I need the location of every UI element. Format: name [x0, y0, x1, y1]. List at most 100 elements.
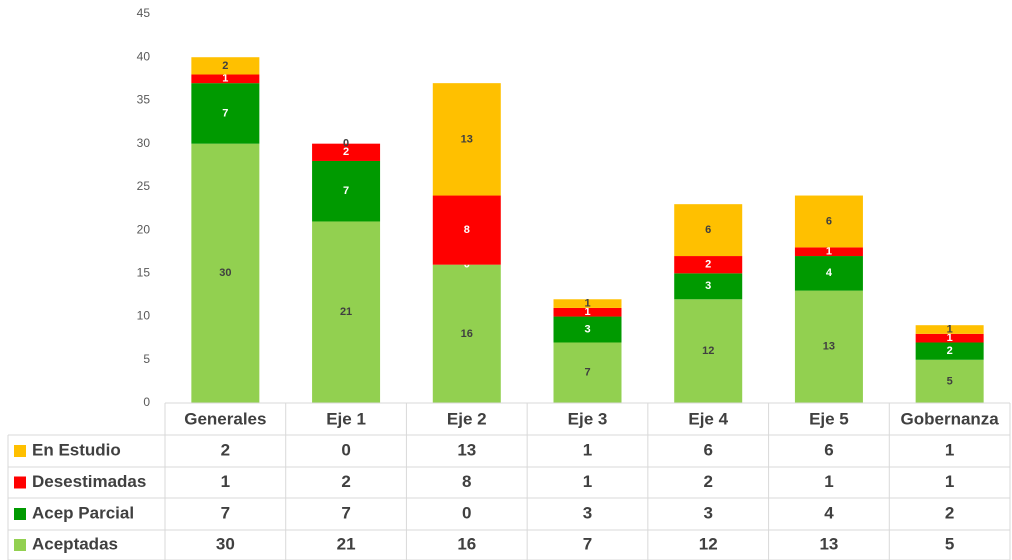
- y-tick-label: 10: [137, 309, 151, 323]
- legend-label: Desestimadas: [32, 472, 146, 491]
- y-tick-label: 15: [137, 266, 151, 280]
- table-cell: 6: [703, 440, 712, 459]
- bar-segment: [191, 57, 260, 75]
- table-cell: 1: [583, 440, 592, 459]
- bar-segment: [674, 273, 743, 300]
- data-label: 13: [823, 341, 835, 353]
- x-tick-label: Generales: [184, 409, 266, 428]
- table-cell: 30: [216, 534, 235, 553]
- bar-segment: [794, 247, 863, 257]
- data-label: 2: [705, 259, 711, 271]
- table-cell: 7: [583, 534, 592, 553]
- bar-segment: [432, 83, 501, 196]
- data-label: 2: [947, 345, 953, 357]
- table-cell: 2: [341, 472, 350, 491]
- bar-segment: [191, 143, 260, 403]
- table-cell: 3: [583, 503, 592, 522]
- x-tick-label: Eje 4: [688, 409, 728, 428]
- table-cell: 6: [824, 440, 833, 459]
- bar-segment: [794, 256, 863, 291]
- table-cell: 21: [337, 534, 356, 553]
- legend-label: Acep Parcial: [32, 503, 134, 522]
- table-cell: 2: [945, 503, 954, 522]
- data-label: 7: [222, 107, 228, 119]
- table-cell: 16: [457, 534, 476, 553]
- bar-segment: [794, 290, 863, 403]
- table-cell: 7: [341, 503, 350, 522]
- data-label: 3: [705, 280, 711, 292]
- y-tick-label: 30: [137, 136, 151, 150]
- table-cell: 2: [221, 440, 230, 459]
- legend-label: En Estudio: [32, 440, 121, 459]
- bar-segment: [553, 299, 622, 308]
- table-cell: 8: [462, 472, 471, 491]
- data-label: 8: [464, 224, 470, 236]
- data-label: 7: [584, 367, 590, 379]
- data-label: 16: [461, 328, 473, 340]
- data-label: 1: [947, 323, 953, 335]
- data-label: 1: [584, 306, 590, 318]
- data-label: 13: [461, 133, 473, 145]
- x-tick-label: Eje 2: [447, 409, 487, 428]
- table-cell: 1: [824, 472, 833, 491]
- bar-segment: [312, 160, 381, 222]
- bar-segment: [553, 316, 622, 343]
- x-tick-label: Eje 5: [809, 409, 849, 428]
- y-tick-label: 40: [137, 49, 151, 63]
- bar-segment: [191, 83, 260, 144]
- x-tick-label: Eje 3: [568, 409, 608, 428]
- y-tick-label: 20: [137, 222, 151, 236]
- table-cell: 2: [703, 472, 712, 491]
- legend-key: [14, 508, 26, 520]
- y-tick-label: 35: [137, 93, 151, 107]
- bar-segment: [191, 74, 260, 84]
- x-tick-label: Eje 1: [326, 409, 366, 428]
- legend-key: [14, 539, 26, 551]
- table-cell: 0: [462, 503, 471, 522]
- table-cell: 1: [583, 472, 592, 491]
- table-cell: 1: [221, 472, 230, 491]
- data-label: 2: [222, 60, 228, 72]
- bar-segment: [674, 204, 743, 257]
- bar-segment: [432, 264, 501, 403]
- table-cell: 12: [699, 534, 718, 553]
- data-label: 2: [343, 146, 349, 158]
- y-tick-label: 45: [137, 6, 151, 20]
- bar-segment: [794, 195, 863, 248]
- y-tick-label: 5: [143, 352, 150, 366]
- data-label: 30: [219, 267, 231, 279]
- data-label: 1: [947, 332, 953, 344]
- data-label: 6: [705, 224, 711, 236]
- bar-segment: [674, 299, 743, 403]
- table-cell: 13: [457, 440, 476, 459]
- bar-segment: [312, 143, 381, 161]
- table-cell: 0: [341, 440, 350, 459]
- data-label: 12: [702, 345, 714, 357]
- table-cell: 7: [221, 503, 230, 522]
- legend-key: [14, 445, 26, 457]
- data-label: 1: [826, 246, 832, 258]
- data-label: 1: [222, 73, 228, 85]
- table-cell: 4: [824, 503, 834, 522]
- bar-segment: [915, 359, 984, 403]
- x-tick-label: Gobernanza: [901, 409, 1000, 428]
- bar-segment: [553, 307, 622, 317]
- legend-label: Aceptadas: [32, 534, 118, 553]
- data-label: 21: [340, 306, 352, 318]
- data-label: 4: [826, 267, 833, 279]
- data-label: 1: [584, 297, 590, 309]
- bar-segment: [915, 325, 984, 334]
- table-cell: 5: [945, 534, 954, 553]
- legend-key: [14, 476, 26, 489]
- bar-segment: [432, 195, 501, 265]
- table-cell: 13: [819, 534, 838, 553]
- bar-segment: [915, 333, 984, 343]
- data-label: 0: [343, 138, 349, 150]
- table-cell: 3: [703, 503, 712, 522]
- y-tick-label: 25: [137, 179, 151, 193]
- data-label: 6: [826, 215, 832, 227]
- bar-segment: [915, 342, 984, 360]
- bar-segment: [312, 221, 381, 403]
- y-tick-label: 0: [143, 395, 150, 409]
